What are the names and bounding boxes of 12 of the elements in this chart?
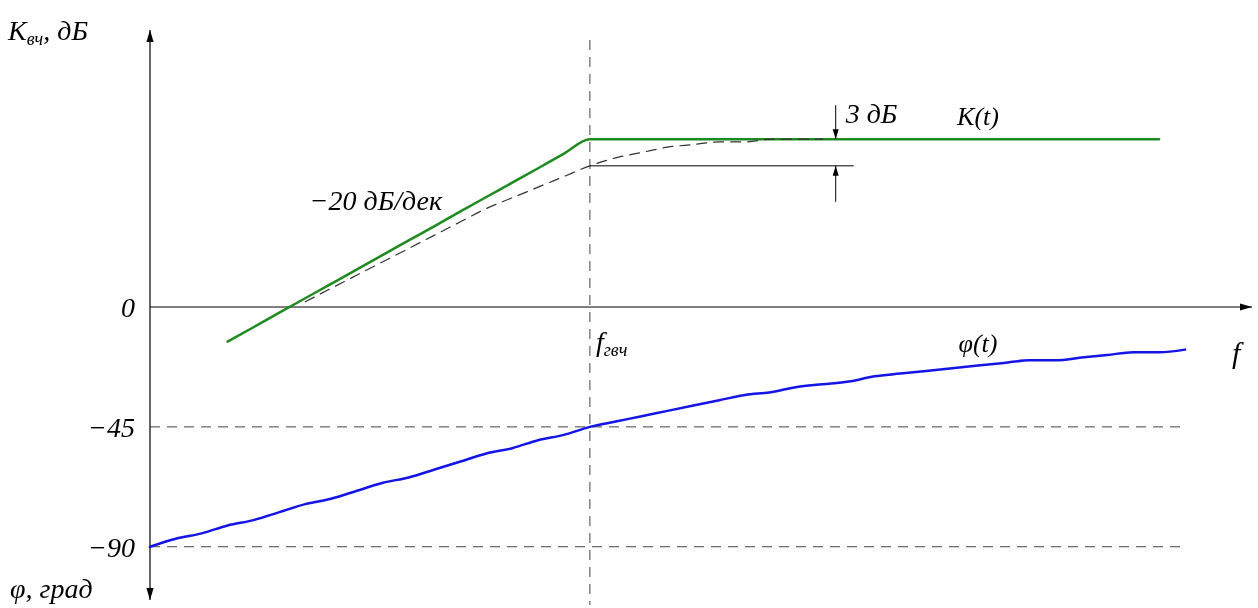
annotation: 3 дБ bbox=[844, 98, 898, 130]
annotation: f$_{гвч}$ bbox=[595, 326, 628, 361]
annotation: −20 дБ/дек bbox=[309, 184, 443, 216]
y-tick-label: 0 bbox=[121, 291, 135, 323]
y-tick-label: −45 bbox=[88, 411, 135, 443]
y-axis-title: K$_{вч}$, дБ bbox=[7, 15, 88, 50]
series-label: K(t) bbox=[956, 102, 999, 132]
line-series bbox=[304, 138, 824, 303]
x-axis-title: f bbox=[1232, 336, 1244, 370]
y-tick-label: −90 bbox=[88, 531, 135, 563]
series-label: φ(t) bbox=[958, 328, 998, 358]
text: φ, град bbox=[10, 573, 93, 604]
